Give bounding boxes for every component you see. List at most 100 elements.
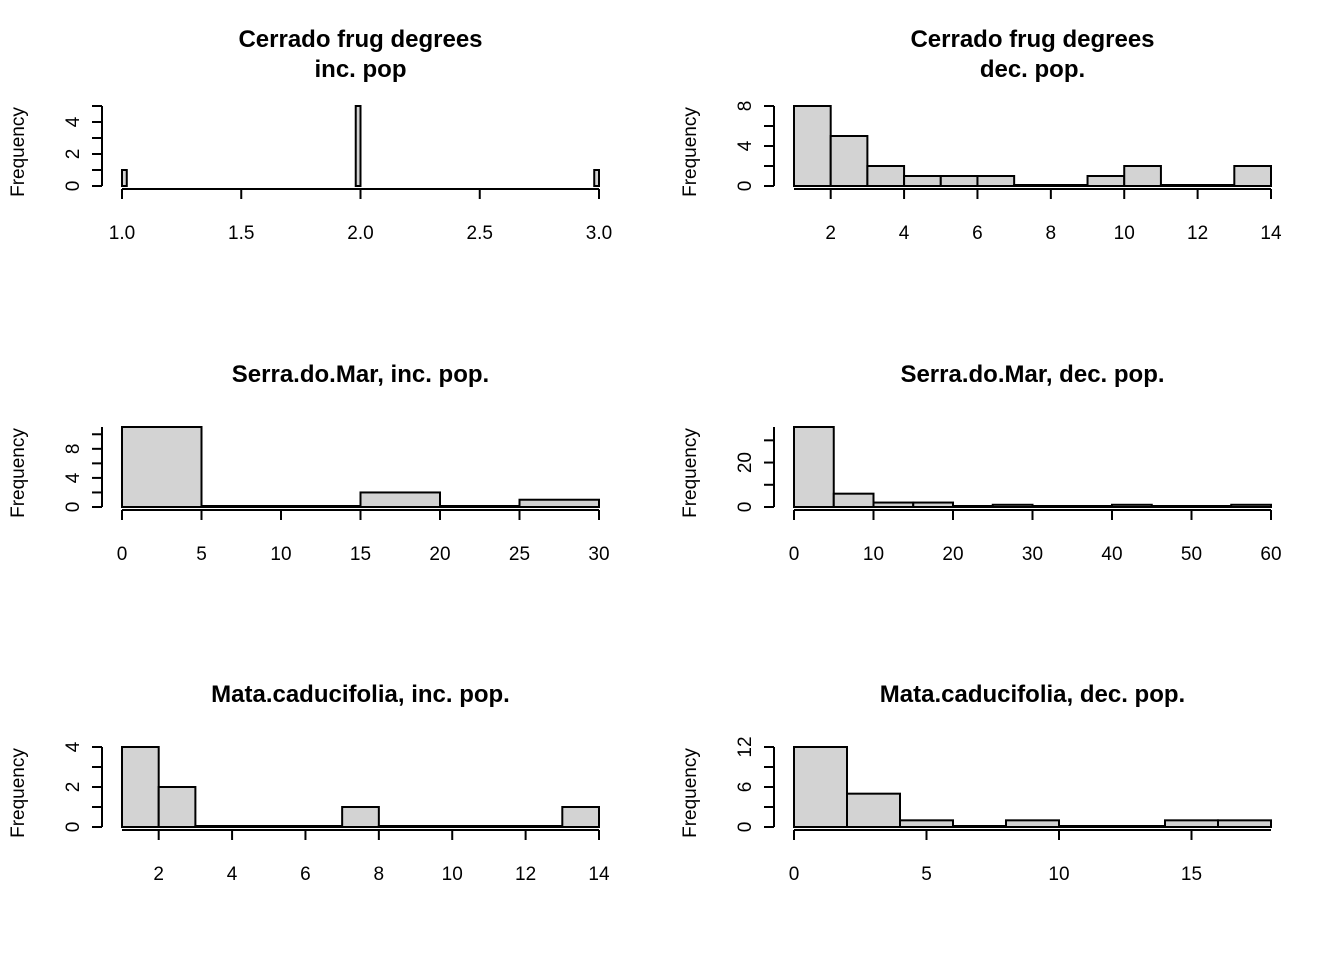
x-tick-label: 40: [1101, 544, 1122, 565]
histogram-bar: [1005, 819, 1060, 828]
x-tick-label: 0: [789, 864, 800, 885]
panel-title: inc. pop: [315, 56, 407, 83]
x-tick-label: 2.5: [467, 223, 493, 244]
histogram-bar: [846, 792, 901, 829]
x-tick-label: 12: [515, 864, 536, 885]
histogram-bar: [593, 169, 600, 187]
panel-title: dec. pop.: [980, 56, 1085, 83]
panel-title: Mata.caducifolia, dec. pop.: [880, 681, 1185, 708]
histogram-bar: [1190, 505, 1233, 508]
x-tick-label: 25: [509, 544, 530, 565]
histogram-bar: [1123, 165, 1162, 187]
histogram-bar: [1217, 819, 1272, 828]
histogram-bar: [866, 165, 906, 187]
histogram-bar: [1233, 165, 1273, 187]
y-tick-label: 0: [735, 181, 756, 192]
histogram-bar: [121, 426, 203, 508]
y-tick-label: 4: [63, 116, 84, 127]
x-tick-label: 2.0: [347, 223, 373, 244]
x-tick-label: 2: [153, 864, 164, 885]
histogram-bar: [1196, 184, 1236, 187]
x-tick-label: 5: [921, 864, 932, 885]
histogram-bar: [200, 505, 282, 508]
y-axis-label: Frequency: [8, 748, 29, 838]
histogram-bar: [1013, 184, 1052, 187]
panel-title: Mata.caducifolia, inc. pop.: [211, 681, 510, 708]
y-axis-label: Frequency: [680, 748, 701, 838]
histogram-bar: [1111, 825, 1166, 828]
histogram-bar: [341, 806, 380, 828]
x-tick-label: 10: [442, 864, 463, 885]
panel-title: Cerrado frug degrees: [238, 26, 482, 53]
histogram-panel-5: Mata.caducifolia, inc. pop. 2 4 6 8 10 12 14 0 2 4…: [8, 681, 610, 885]
y-tick-label: 4: [63, 741, 84, 752]
x-tick-label: 30: [1022, 544, 1043, 565]
histogram-bar: [903, 175, 942, 187]
panel-title: Cerrado frug degrees: [910, 26, 1154, 53]
x-tick-label: 14: [588, 864, 610, 885]
histogram-bar: [304, 825, 344, 828]
x-tick-label: 0: [789, 544, 800, 565]
x-tick-label: 10: [863, 544, 884, 565]
x-tick-label: 4: [227, 864, 238, 885]
y-tick-label: 0: [63, 181, 84, 192]
x-tick-label: 15: [1181, 864, 1202, 885]
histogram-bar: [976, 175, 1016, 187]
histogram-bar: [194, 825, 234, 828]
histogram-bar: [952, 825, 1007, 828]
y-tick-label: 8: [63, 444, 84, 455]
x-tick-label: 10: [270, 544, 291, 565]
x-tick-label: 2: [825, 223, 836, 244]
y-axis-label: Frequency: [8, 107, 29, 197]
x-tick-label: 15: [350, 544, 371, 565]
histogram-bar: [354, 105, 362, 187]
histogram-bar: [912, 501, 954, 508]
x-tick-label: 50: [1181, 544, 1202, 565]
y-axis-label: Frequency: [8, 428, 29, 518]
x-tick-label: 1.0: [109, 223, 135, 244]
histogram-bar: [1230, 503, 1272, 508]
x-tick-label: 6: [972, 223, 983, 244]
histogram-bar: [518, 498, 600, 508]
y-tick-label: 0: [735, 502, 756, 513]
histogram-bar: [1086, 175, 1126, 187]
histogram-bar: [359, 491, 441, 509]
histogram-bar: [267, 825, 307, 828]
histogram-bar: [829, 135, 869, 187]
histogram-bar: [451, 825, 490, 828]
histogram-bar: [1164, 819, 1219, 828]
histogram-bar: [793, 746, 848, 828]
histogram-bar: [121, 169, 128, 187]
x-tick-label: 20: [942, 544, 963, 565]
x-tick-label: 20: [429, 544, 450, 565]
y-tick-label: 2: [63, 149, 84, 160]
histogram-bar: [377, 825, 417, 828]
x-tick-label: 10: [1048, 864, 1069, 885]
histogram-panel-6: Mata.caducifolia, dec. pop. 0 5 10 15 0 6 12 Fre…: [680, 681, 1272, 885]
y-tick-label: 0: [735, 822, 756, 833]
histogram-bar: [157, 786, 197, 828]
histogram-bar: [414, 825, 454, 828]
histogram-bar: [872, 501, 915, 508]
histogram-bar: [952, 505, 994, 508]
x-tick-label: 12: [1187, 223, 1208, 244]
y-tick-label: 8: [735, 101, 756, 112]
histogram-bar: [524, 825, 564, 828]
y-tick-label: 6: [735, 782, 756, 793]
panel-title: Serra.do.Mar, dec. pop.: [900, 361, 1164, 388]
histogram-bar: [1071, 505, 1113, 508]
y-axis-label: Frequency: [680, 107, 701, 197]
histogram-panel-2: Cerrado frug degrees dec. pop. 2 4 6 8 10 12 14 0…: [680, 26, 1282, 244]
histogram-bar: [991, 503, 1034, 508]
histogram-bar: [1058, 825, 1113, 828]
x-tick-label: 60: [1260, 544, 1281, 565]
histogram-bar: [1049, 184, 1089, 187]
histogram-bar: [121, 746, 160, 828]
y-tick-label: 0: [63, 502, 84, 513]
y-tick-label: 4: [63, 472, 84, 483]
y-tick-label: 20: [735, 452, 756, 473]
histogram-bar: [439, 505, 521, 508]
x-tick-label: 30: [588, 544, 609, 565]
histogram-bar: [1150, 505, 1193, 508]
